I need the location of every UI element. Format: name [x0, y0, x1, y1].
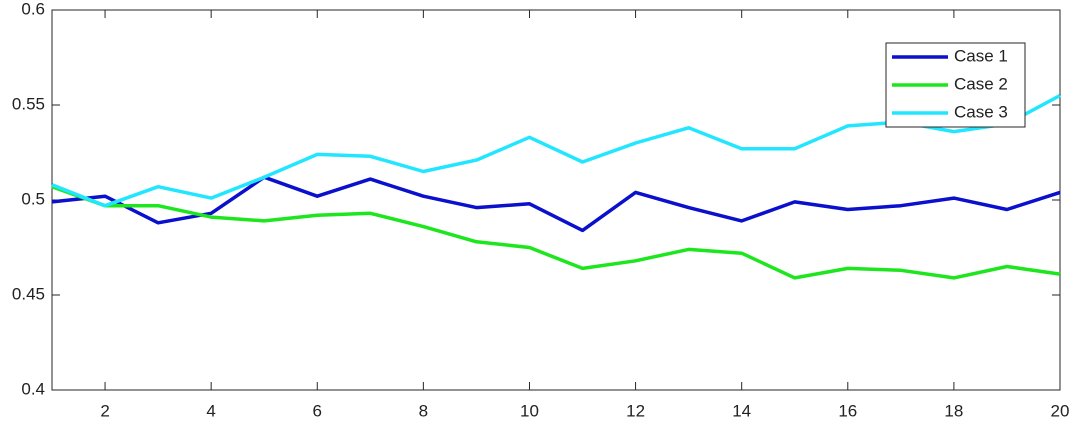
legend-label: Case 2 [954, 74, 1008, 93]
x-tick-label: 2 [100, 401, 109, 420]
y-tick-label: 0.4 [21, 379, 45, 398]
y-tick-label: 0.55 [12, 94, 45, 113]
x-tick-label: 20 [1051, 401, 1070, 420]
y-tick-label: 0.45 [12, 284, 45, 303]
x-tick-label: 14 [732, 401, 751, 420]
x-tick-label: 4 [206, 401, 215, 420]
x-tick-label: 12 [626, 401, 645, 420]
series-line [51, 175, 1061, 233]
legend-label: Case 1 [954, 46, 1008, 65]
y-tick-label: 0.6 [21, 0, 45, 18]
x-tick-label: 18 [944, 401, 963, 420]
x-tick-label: 10 [520, 401, 539, 420]
legend: Case 1 Case 2 Case 3 [885, 42, 1026, 128]
x-tick-label: 8 [419, 401, 428, 420]
x-tick-label: 6 [313, 401, 322, 420]
series-line [51, 185, 1061, 280]
legend-label: Case 3 [954, 102, 1008, 121]
x-tick-label: 16 [838, 401, 857, 420]
y-tick-label: 0.5 [21, 189, 45, 208]
